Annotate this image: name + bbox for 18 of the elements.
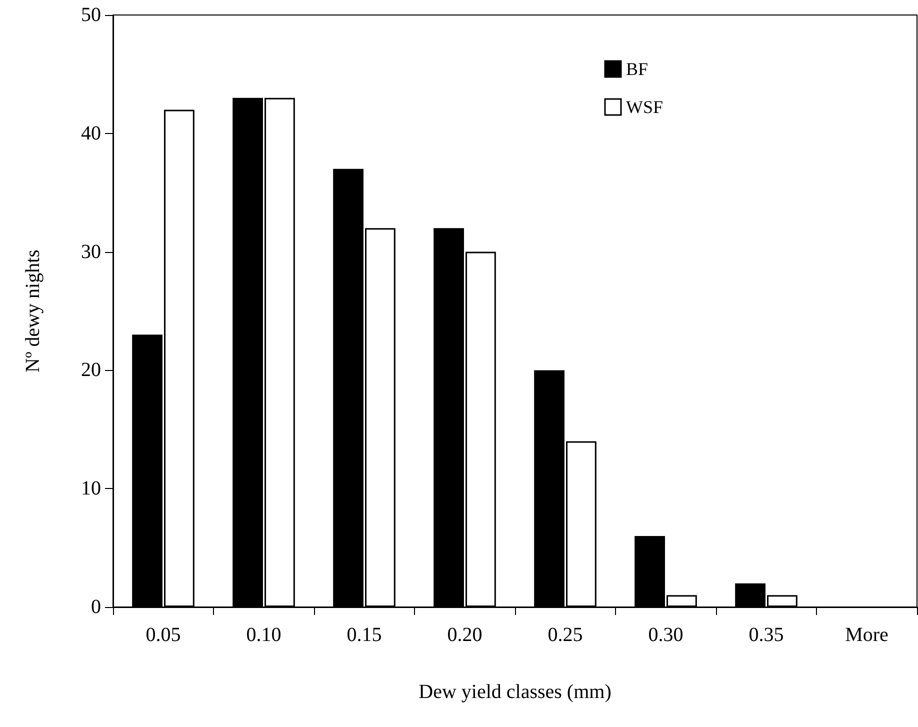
y-tick-label: 50 xyxy=(81,4,101,26)
x-axis-title: Dew yield classes (mm) xyxy=(418,681,612,703)
x-tick-label: 0.15 xyxy=(346,624,382,646)
y-tick-label: 0 xyxy=(91,596,101,618)
legend-label: BF xyxy=(626,59,648,79)
x-tick-label: 0.30 xyxy=(648,624,684,646)
x-tick-label: 0.05 xyxy=(146,624,181,646)
y-tick-label: 20 xyxy=(81,359,101,382)
legend-label: WSF xyxy=(626,97,664,117)
y-tick-label: 30 xyxy=(81,240,101,263)
x-tick-label: 0.20 xyxy=(447,624,482,646)
x-tick-label: 0.10 xyxy=(246,624,282,646)
y-axis-title: Nº dewy nights xyxy=(22,249,44,372)
x-tick-label: 0.35 xyxy=(748,624,784,646)
y-tick-label: 10 xyxy=(81,478,101,500)
y-tick-label: 40 xyxy=(81,122,101,144)
x-tick-label: More xyxy=(845,624,889,646)
x-tick-label: 0.25 xyxy=(548,624,583,646)
